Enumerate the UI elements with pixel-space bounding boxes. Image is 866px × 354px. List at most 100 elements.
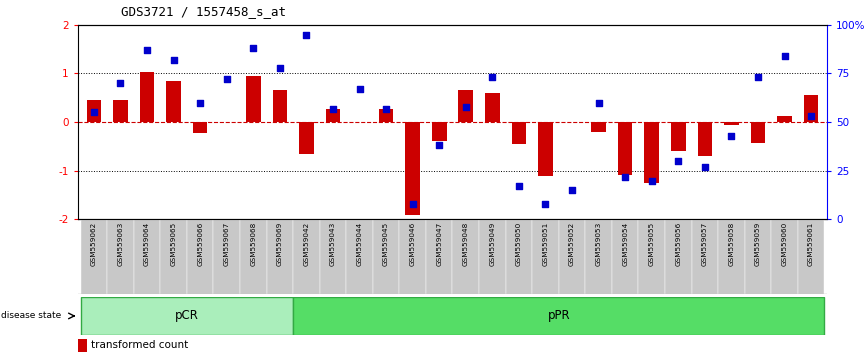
Bar: [320, 219, 346, 294]
Bar: [139, 73, 154, 122]
Bar: [432, 122, 447, 141]
Text: GSM559052: GSM559052: [569, 222, 575, 266]
Text: GSM559050: GSM559050: [516, 222, 522, 266]
Text: GSM559065: GSM559065: [171, 222, 177, 266]
Bar: [299, 122, 313, 154]
Text: pCR: pCR: [175, 309, 199, 322]
Bar: [346, 219, 372, 294]
Point: [486, 75, 500, 80]
Text: GSM559062: GSM559062: [91, 222, 97, 266]
Bar: [107, 219, 133, 294]
Text: pPR: pPR: [547, 309, 570, 322]
Text: GSM559047: GSM559047: [436, 222, 443, 266]
Point: [140, 47, 154, 53]
Bar: [160, 219, 187, 294]
Text: GSM559058: GSM559058: [728, 222, 734, 266]
Bar: [591, 122, 606, 132]
Bar: [193, 122, 208, 133]
Point: [87, 110, 100, 115]
Text: GSM559048: GSM559048: [462, 222, 469, 266]
Bar: [378, 108, 393, 122]
Point: [565, 187, 579, 193]
Bar: [644, 122, 659, 183]
Bar: [326, 108, 340, 122]
Point: [352, 86, 366, 92]
Bar: [405, 122, 420, 215]
Text: GSM559060: GSM559060: [781, 222, 787, 266]
Point: [379, 105, 393, 111]
Text: GSM559067: GSM559067: [223, 222, 229, 266]
Point: [539, 201, 553, 207]
Bar: [777, 116, 792, 122]
Text: disease state: disease state: [1, 312, 61, 320]
Bar: [479, 219, 506, 294]
Bar: [724, 122, 739, 125]
Bar: [267, 219, 293, 294]
Point: [326, 105, 339, 111]
Bar: [240, 219, 267, 294]
Bar: [187, 219, 213, 294]
Bar: [246, 76, 261, 122]
Point: [671, 158, 685, 164]
Bar: [617, 122, 632, 175]
Text: GSM559043: GSM559043: [330, 222, 336, 266]
Bar: [718, 219, 745, 294]
Bar: [585, 219, 612, 294]
Text: GSM559059: GSM559059: [755, 222, 761, 266]
Point: [698, 164, 712, 170]
Bar: [293, 297, 824, 335]
Point: [751, 75, 765, 80]
Point: [220, 76, 234, 82]
Text: GSM559057: GSM559057: [701, 222, 708, 266]
Bar: [559, 219, 585, 294]
Text: GSM559068: GSM559068: [250, 222, 256, 266]
Point: [459, 104, 473, 109]
Text: GSM559044: GSM559044: [357, 222, 363, 266]
Bar: [538, 122, 553, 176]
Point: [113, 80, 127, 86]
Text: GSM559061: GSM559061: [808, 222, 814, 266]
Bar: [166, 81, 181, 122]
Text: GSM559056: GSM559056: [675, 222, 682, 266]
Bar: [798, 219, 824, 294]
Bar: [665, 219, 692, 294]
Bar: [87, 100, 101, 122]
Bar: [213, 219, 240, 294]
Bar: [452, 219, 479, 294]
Text: GSM559051: GSM559051: [542, 222, 548, 266]
Text: GSM559069: GSM559069: [277, 222, 283, 266]
Point: [725, 133, 739, 138]
Bar: [293, 219, 320, 294]
Bar: [372, 219, 399, 294]
Point: [273, 65, 287, 70]
Bar: [506, 219, 533, 294]
Text: GSM559045: GSM559045: [383, 222, 389, 266]
Point: [512, 183, 526, 189]
Text: transformed count: transformed count: [91, 340, 188, 350]
Bar: [638, 219, 665, 294]
Bar: [133, 219, 160, 294]
Text: GDS3721 / 1557458_s_at: GDS3721 / 1557458_s_at: [121, 5, 287, 18]
Text: GSM559049: GSM559049: [489, 222, 495, 266]
Text: GSM559063: GSM559063: [118, 222, 124, 266]
Text: GSM559053: GSM559053: [596, 222, 602, 266]
Bar: [533, 219, 559, 294]
Text: GSM559066: GSM559066: [197, 222, 204, 266]
Bar: [512, 122, 527, 144]
Point: [193, 100, 207, 105]
Bar: [81, 297, 293, 335]
Point: [405, 201, 419, 207]
Point: [166, 57, 180, 63]
Bar: [81, 219, 107, 294]
Point: [645, 178, 659, 183]
Bar: [745, 219, 772, 294]
Bar: [671, 122, 686, 152]
Point: [618, 174, 632, 179]
Bar: [78, 339, 87, 352]
Text: GSM559046: GSM559046: [410, 222, 416, 266]
Text: GSM559064: GSM559064: [144, 222, 150, 266]
Bar: [772, 219, 798, 294]
Bar: [804, 95, 818, 122]
Bar: [751, 122, 766, 143]
Bar: [697, 122, 712, 156]
